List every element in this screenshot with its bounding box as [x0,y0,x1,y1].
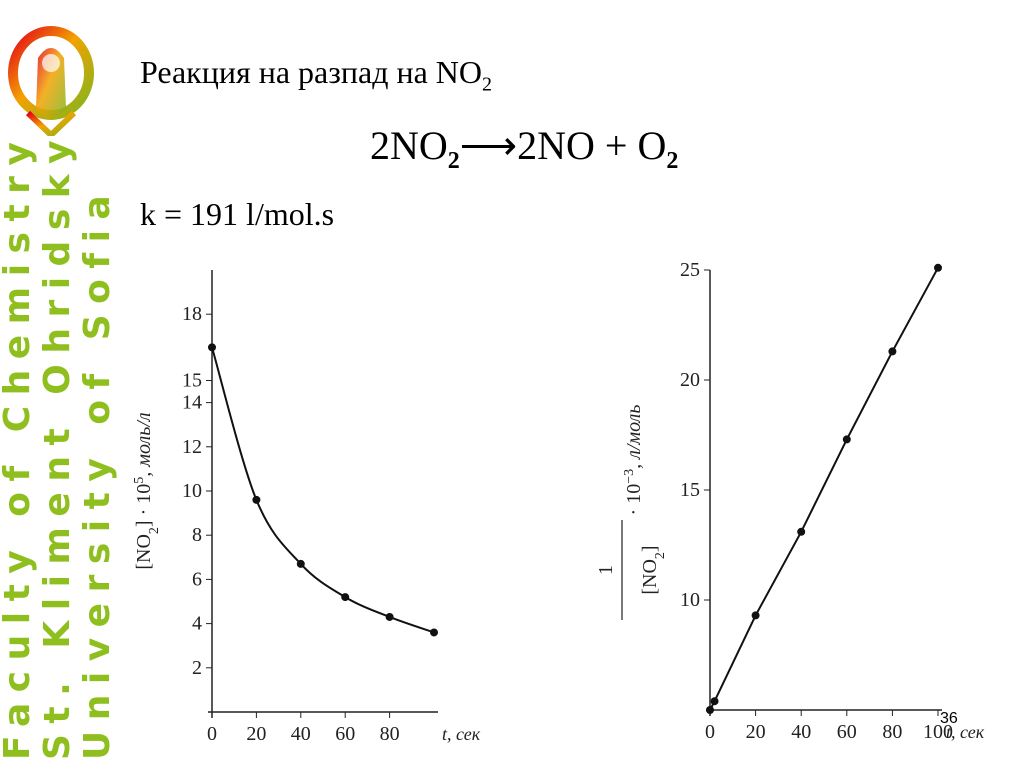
data-line [709,267,939,711]
data-point [430,628,438,637]
x-axis-label: t, сек [946,722,985,742]
x-tick-label: 100 [923,721,953,743]
y-tick-label: 12 [182,436,202,458]
x-tick-label: 40 [291,723,311,745]
equation-arrow: ⟶ [459,123,518,168]
y-axis-label: [NO2] · 105, моль/л [132,412,162,570]
x-tick-label: 0 [705,721,715,743]
y-tick-label: 14 [182,392,202,414]
university-seal-icon [8,26,94,136]
x-tick-label: 20 [246,723,266,745]
equation-rhs-subscript: 2 [666,148,679,174]
y-tick-label: 2 [192,657,202,679]
x-tick-label: 60 [837,721,857,743]
equation-rhs: 2NO + O [517,123,667,168]
x-tick-label: 80 [882,721,902,743]
y-tick-label: 10 [680,589,700,611]
data-point [934,263,942,272]
data-point [341,593,350,602]
y-tick-label: 25 [680,259,700,281]
rate-constant: k = 191 l/mol.s [140,196,335,232]
y-axis-label-part: , л/моль [623,405,645,469]
data-point [252,495,261,504]
y-axis-label-part: 2 [653,552,668,559]
equation-lhs-subscript: 2 [447,148,460,174]
y-tick-label: 20 [680,369,700,391]
y-tick-label: 15 [680,479,700,501]
y-axis-label-denominator: [NO2] [639,545,668,594]
y-tick-label: 10 [182,480,202,502]
data-point [751,611,760,620]
data-point [296,559,305,568]
data-point [385,612,394,621]
data-point [706,706,714,714]
slide-title-subscript: 2 [482,73,493,96]
slide-number: 36 [940,710,958,727]
y-tick-label: 6 [192,568,202,590]
y-axis-label-part: −3 [622,469,637,484]
data-point [710,697,719,706]
x-tick-label: 80 [380,723,400,745]
y-axis-label-part: · 10 [623,484,645,516]
y-axis-label-part: 2 [147,527,162,534]
x-tick-label: 0 [207,723,217,745]
reaction-equation: 2NO2⟶2NO + O2 [370,122,678,175]
y-tick-label: 8 [192,524,202,546]
x-axis-label: t, сек [442,724,481,744]
data-line [211,347,435,634]
slide-title-text: Реакция на разпад на NO [140,54,483,90]
y-axis-label-part: 5 [132,477,147,484]
x-tick-label: 20 [746,721,766,743]
y-tick-label: 15 [182,370,202,392]
equation-lhs: 2NO [370,123,448,168]
data-point [797,527,806,536]
y-axis-label-numerator: 1 [595,565,617,575]
y-axis-label-part: , моль/л [133,412,155,477]
x-tick-label: 60 [335,723,355,745]
data-point [888,347,897,356]
y-axis-label-part: [NO [133,534,155,570]
y-axis-label-part: [NO [639,559,661,595]
slide-title: Реакция на разпад на NO2 [140,54,492,96]
y-tick-label: 18 [182,303,202,325]
x-tick-label: 40 [791,721,811,743]
data-point [208,343,216,352]
y-tick-label: 4 [192,613,202,635]
y-axis-label-part: ] · 10 [133,484,155,527]
data-point [842,435,851,444]
y-axis-label-part: ] [639,545,661,552]
inverse-concentration-chart: 0 20 40 60 80 100 10 15 20 25 t, сек 1 [NO2] · 10−3, … [595,259,985,743]
y-axis-label-scale: · 10−3, л/моль [622,405,646,516]
